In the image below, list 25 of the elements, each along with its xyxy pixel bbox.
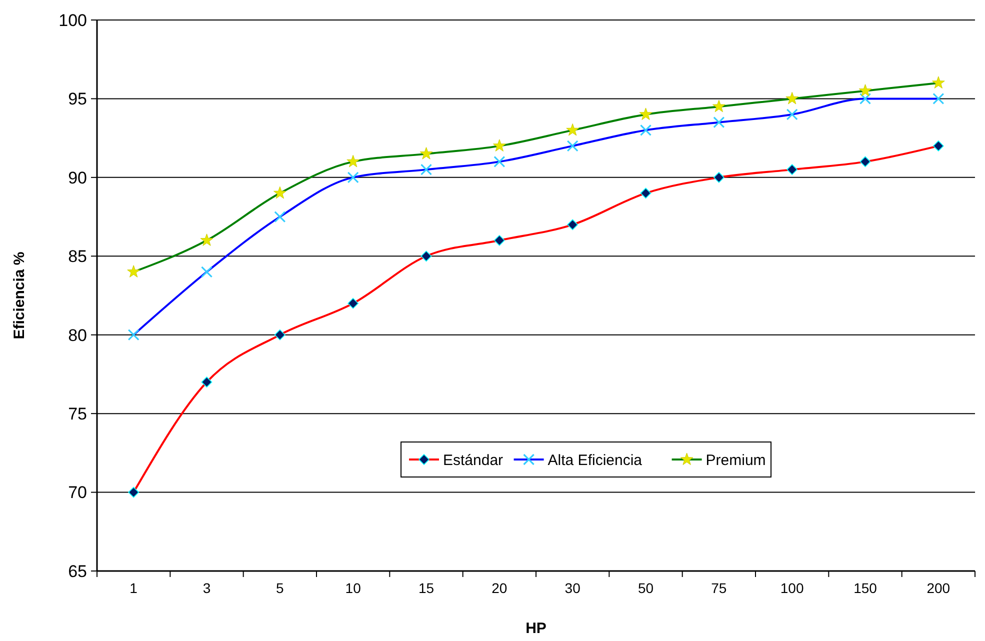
y-tick-label: 75	[68, 404, 87, 424]
y-tick-label: 90	[68, 168, 87, 188]
y-tick-label: 95	[68, 90, 87, 109]
x-tick-label: 5	[276, 580, 284, 596]
y-tick-label: 65	[68, 562, 87, 581]
y-tick-label: 70	[68, 483, 87, 502]
x-tick-label: 15	[418, 580, 434, 596]
y-axis-title: Eficiencia %	[11, 252, 28, 340]
x-axis-title: HP	[526, 620, 546, 637]
x-tick-label: 30	[564, 580, 581, 596]
x-tick-label: 75	[711, 580, 727, 596]
x-tick-label: 10	[345, 580, 362, 596]
x-tick-label: 200	[926, 580, 950, 596]
x-tick-label: 20	[492, 580, 508, 596]
y-tick-label: 100	[58, 10, 87, 30]
legend-label: Premium	[706, 452, 766, 469]
x-tick-label: 1	[130, 580, 138, 596]
legend-label: Estándar	[443, 452, 504, 469]
x-tick-label: 50	[638, 580, 654, 596]
y-tick-label: 85	[68, 247, 87, 266]
legend-label: Alta Eficiencia	[548, 452, 643, 469]
x-tick-label: 150	[854, 580, 878, 596]
x-tick-label: 100	[780, 580, 804, 596]
y-tick-label: 80	[68, 326, 87, 345]
x-tick-label: 3	[202, 580, 211, 596]
